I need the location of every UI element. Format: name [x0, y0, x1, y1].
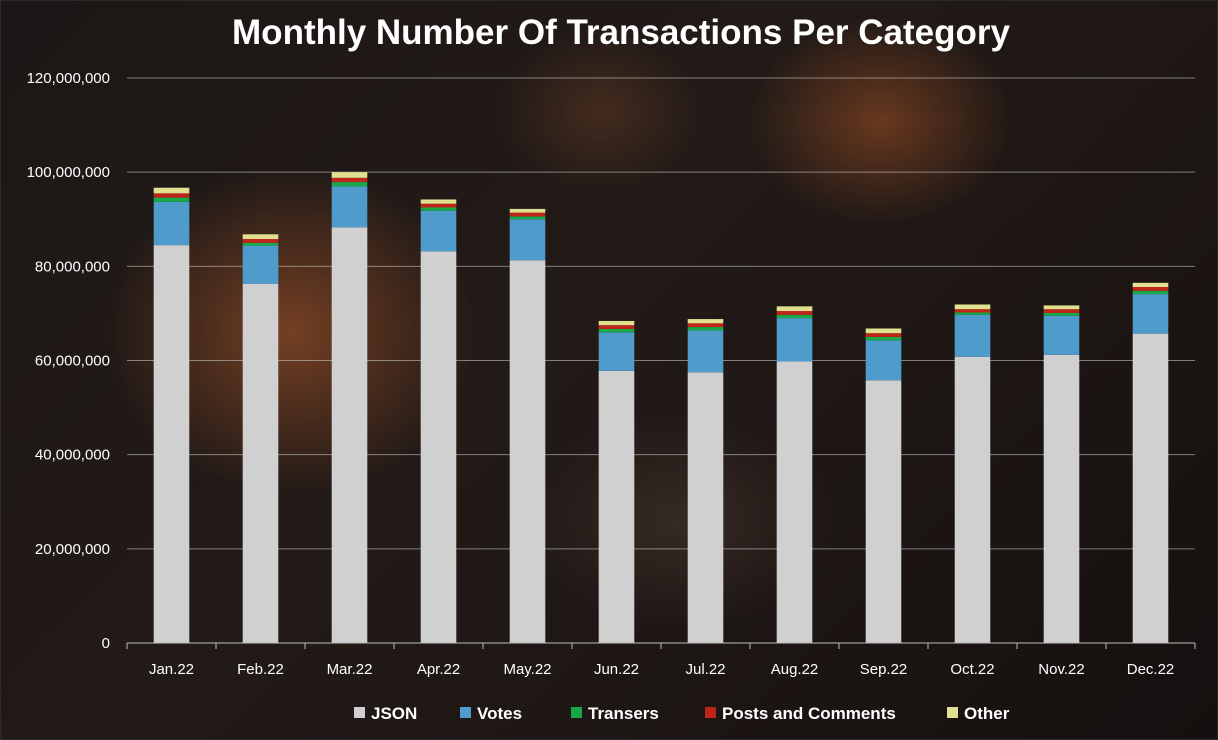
bar-segment-json — [598, 370, 635, 643]
bar-segment-other — [687, 319, 724, 324]
legend-label: Transers — [588, 704, 659, 723]
bar-segment-json — [1132, 333, 1169, 643]
x-tick-label: Dec.22 — [1127, 661, 1175, 678]
bar-segment-other — [776, 306, 813, 312]
y-tick-label: 60,000,000 — [35, 353, 110, 370]
bar-segment-transers — [865, 336, 902, 341]
x-tick-label: Oct.22 — [950, 661, 994, 678]
y-tick-label: 20,000,000 — [35, 541, 110, 558]
bar-segment-other — [420, 199, 457, 204]
bar-segment-votes — [1132, 294, 1169, 334]
x-tick-label: Apr.22 — [417, 661, 460, 678]
x-tick-label: Jan.22 — [149, 661, 194, 678]
legend: JSON Votes Transers Posts and Comments Other — [354, 704, 1010, 723]
bar-segment-transers — [242, 242, 279, 246]
bar-segment-json — [509, 260, 546, 643]
legend-label: JSON — [371, 704, 417, 723]
x-tick-label: Sep.22 — [860, 661, 908, 678]
bar-segment-posts-and-comments — [1132, 287, 1169, 291]
bar-segment-votes — [153, 201, 190, 246]
bar-segment-votes — [420, 210, 457, 252]
bar-segment-posts-and-comments — [865, 333, 902, 337]
bar-segment-other — [331, 172, 368, 178]
bar-segment-other — [509, 208, 546, 213]
bar-segment-votes — [509, 219, 546, 261]
bar-segment-transers — [331, 182, 368, 187]
x-tick-label: May.22 — [503, 661, 551, 678]
legend-label: Votes — [477, 704, 522, 723]
legend-label: Other — [964, 704, 1010, 723]
y-axis: 0 20,000,000 40,000,000 60,000,000 80,000,00… — [27, 70, 110, 652]
legend-label: Posts and Comments — [722, 704, 896, 723]
bar-segment-other — [153, 187, 190, 194]
bar-segment-json — [687, 372, 724, 643]
x-tick-label: Aug.22 — [771, 661, 819, 678]
bar-segment-json — [331, 227, 368, 644]
y-tick-label: 40,000,000 — [35, 447, 110, 464]
bar-segment-json — [865, 380, 902, 643]
bar-segment-votes — [331, 186, 368, 228]
x-tick-label: Jun.22 — [594, 661, 639, 678]
legend-swatch — [947, 707, 958, 718]
chart-title: Monthly Number Of Transactions Per Categ… — [232, 13, 1010, 52]
legend-swatch — [705, 707, 716, 718]
bar-segment-transers — [1132, 290, 1169, 295]
y-tick-label: 100,000,000 — [27, 164, 110, 181]
bar-segment-posts-and-comments — [1043, 309, 1080, 313]
bar-segment-json — [1043, 354, 1080, 643]
bar-segment-posts-and-comments — [776, 311, 813, 315]
bar-segment-posts-and-comments — [420, 203, 457, 208]
bar-segment-json — [153, 245, 190, 644]
bar-segment-votes — [954, 314, 991, 357]
bar-segment-other — [598, 320, 635, 326]
x-tick-label: Jul.22 — [685, 661, 725, 678]
bar-segment-posts-and-comments — [242, 239, 279, 243]
x-tick-label: Nov.22 — [1038, 661, 1084, 678]
legend-swatch — [460, 707, 471, 718]
bar-segment-posts-and-comments — [598, 325, 635, 329]
x-tick-label: Mar.22 — [327, 661, 373, 678]
bar-segment-posts-and-comments — [687, 323, 724, 328]
bar-segment-transers — [1043, 312, 1080, 316]
bar-segment-other — [1043, 305, 1080, 310]
bar-segment-votes — [598, 332, 635, 371]
bar-segment-votes — [687, 330, 724, 373]
bar-segment-votes — [1043, 315, 1080, 355]
bar-segment-json — [420, 251, 457, 643]
gridlines — [127, 77, 1195, 550]
bar-segment-transers — [153, 197, 190, 202]
bar-segment-posts-and-comments — [509, 212, 546, 217]
bar-segment-json — [242, 283, 279, 643]
bar-segment-posts-and-comments — [331, 177, 368, 183]
bar-segment-other — [242, 234, 279, 240]
bar-segment-json — [776, 361, 813, 643]
bar-segment-json — [954, 356, 991, 643]
bar-segment-transers — [954, 312, 991, 315]
y-tick-label: 80,000,000 — [35, 258, 110, 275]
bar-segment-transers — [776, 314, 813, 319]
bar-segment-transers — [509, 216, 546, 220]
x-axis: Jan.22 Feb.22 Mar.22 Apr.22 May.22 Jun.22 Jul.… — [126, 642, 1196, 678]
bar-segment-votes — [865, 340, 902, 381]
bar-segment-other — [1132, 282, 1169, 288]
bar-segment-other — [954, 304, 991, 310]
bar-segment-posts-and-comments — [954, 309, 991, 313]
y-tick-label: 120,000,000 — [27, 70, 110, 87]
legend-swatch — [571, 707, 582, 718]
bar-segment-transers — [687, 327, 724, 331]
bar-segment-votes — [776, 318, 813, 362]
bars — [153, 172, 1169, 644]
bar-segment-votes — [242, 245, 279, 284]
legend-swatch — [354, 707, 365, 718]
y-tick-label: 0 — [102, 635, 110, 652]
bar-segment-other — [865, 328, 902, 334]
bar-segment-transers — [420, 207, 457, 211]
x-tick-label: Feb.22 — [237, 661, 284, 678]
bar-segment-posts-and-comments — [153, 193, 190, 198]
bar-segment-transers — [598, 328, 635, 333]
